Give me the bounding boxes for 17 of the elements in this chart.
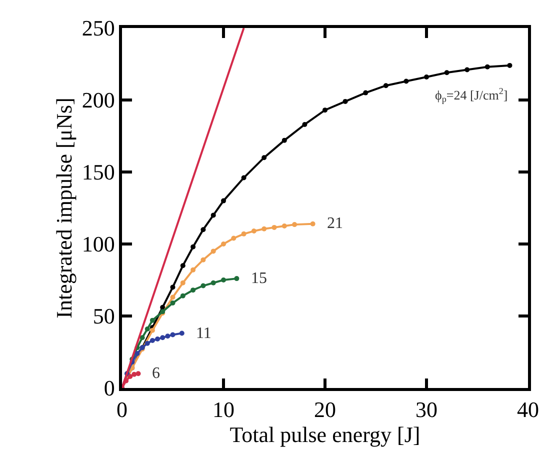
series-label: 11 bbox=[196, 325, 212, 342]
series-label: 15 bbox=[251, 270, 267, 287]
x-axis-title: Total pulse energy [J] bbox=[230, 422, 420, 448]
y-tick-label: 150 bbox=[82, 160, 115, 185]
y-tick-label: 0 bbox=[104, 376, 115, 401]
y-axis-title: Integrated impulse [μNs] bbox=[52, 98, 77, 318]
legend-label: ϕ$_{p}$=24 [J/cm$^{2}$] bbox=[435, 86, 508, 104]
series-label: 6 bbox=[152, 365, 160, 382]
x-tick-label: 20 bbox=[314, 397, 336, 422]
x-tick-label: 40 bbox=[517, 397, 539, 422]
x-tick-label: 30 bbox=[416, 397, 438, 422]
series-label: 21 bbox=[327, 215, 343, 232]
x-tick-label: 10 bbox=[212, 397, 234, 422]
y-tick-label: 200 bbox=[82, 88, 115, 113]
y-tick-label: 100 bbox=[82, 232, 115, 257]
y-tick-label: 250 bbox=[82, 16, 115, 41]
y-tick-label: 50 bbox=[92, 304, 115, 329]
